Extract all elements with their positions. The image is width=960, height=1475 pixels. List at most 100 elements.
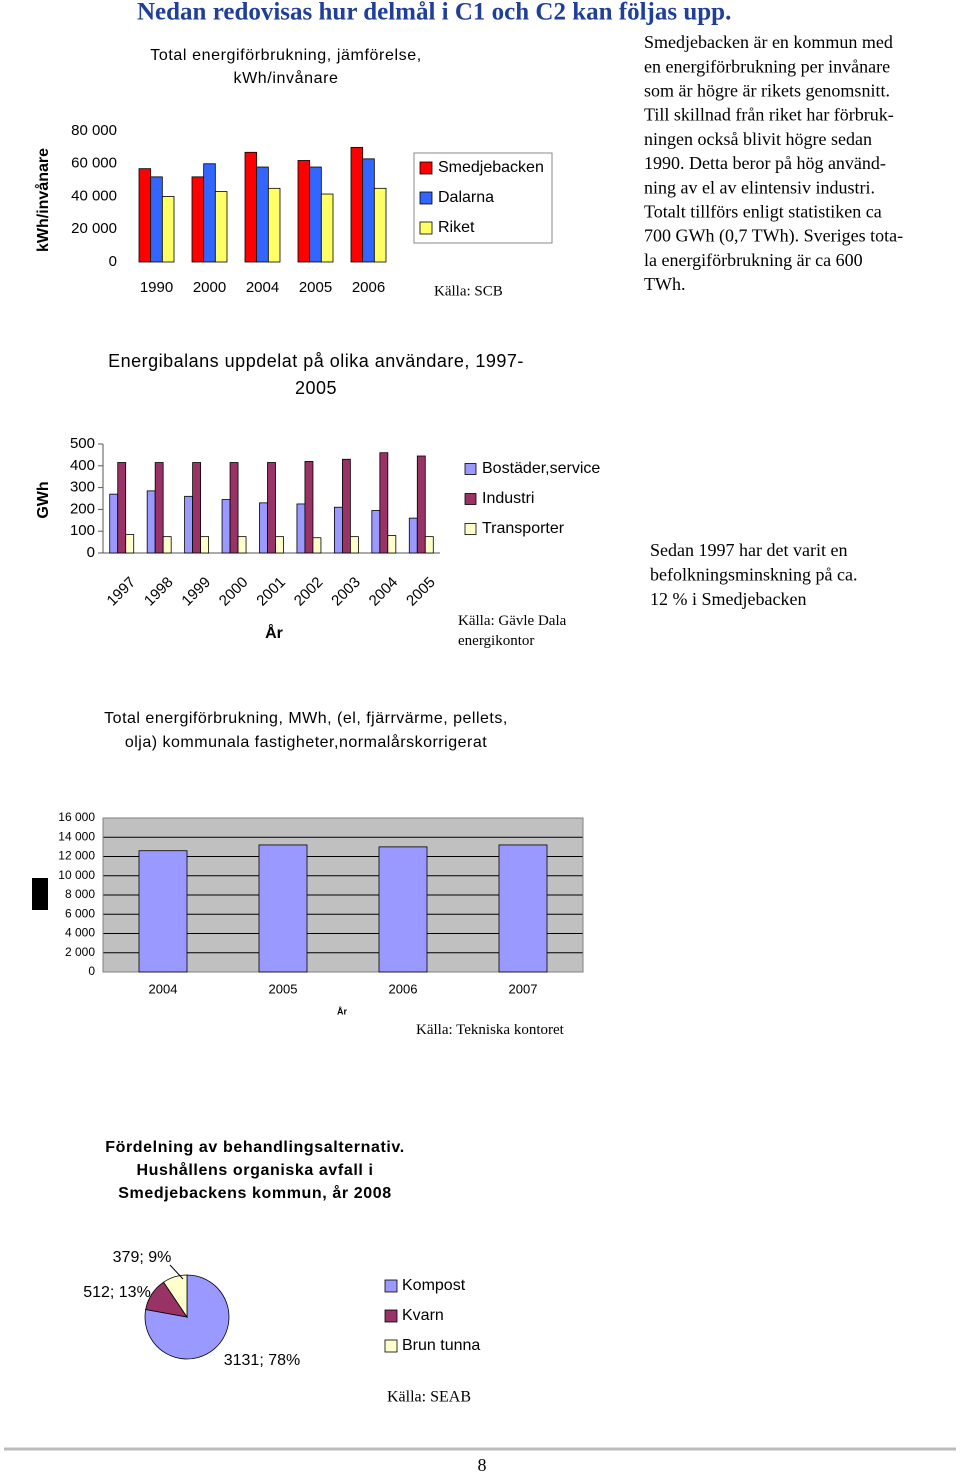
legend-label: Riket <box>438 219 475 236</box>
heading: Nedan redovisas hur delmål i C1 och C2 k… <box>137 0 731 26</box>
bar <box>424 536 434 554</box>
bar <box>138 850 188 973</box>
bar <box>275 536 284 554</box>
source: Källa: SCB <box>434 283 503 299</box>
bar <box>498 844 548 973</box>
x-axis-label: År <box>337 1006 347 1016</box>
bar <box>341 458 351 554</box>
chart-title: Total energiförbrukning, MWh, (el, fjärr… <box>104 710 508 751</box>
bar <box>192 462 202 554</box>
y-axis-label: GWh <box>35 481 52 518</box>
plot-frame <box>102 817 584 973</box>
bar <box>362 158 375 263</box>
bar <box>259 502 268 554</box>
paragraph-line: ningen också blivit högre sedan <box>644 129 872 149</box>
bar <box>267 187 281 263</box>
x-tick-label: 2003 <box>328 574 364 610</box>
paragraph-line: Till skillnad från riket har förbruk- <box>644 105 894 125</box>
paragraph-line: TWh. <box>644 274 685 294</box>
paragraph-line: som är högre är rikets genomsnitt. <box>644 81 890 101</box>
data-label: 512; 13% <box>83 1284 151 1301</box>
y-tick-label: 14 000 <box>58 829 95 843</box>
bar <box>297 160 311 263</box>
x-tick-label: 1999 <box>178 574 214 610</box>
source: Källa: Gävle Dala energikontor <box>458 613 567 649</box>
bar <box>237 536 247 554</box>
y-tick-label: 100 <box>70 522 95 539</box>
y-tick-label: 6 000 <box>65 906 95 920</box>
page-number: 8 <box>478 1455 487 1475</box>
x-tick-label: 2004 <box>366 574 402 610</box>
bar <box>408 517 418 554</box>
legend-swatch <box>419 161 433 175</box>
bar <box>387 535 397 554</box>
bar <box>378 846 428 973</box>
y-tick-label: 200 <box>70 500 95 517</box>
bar <box>203 163 216 263</box>
paragraph-line: la energiförbrukning är ca 600 <box>644 250 863 270</box>
y-tick-label: 2 000 <box>65 945 95 959</box>
bar <box>309 166 322 263</box>
x-tick-label: 2006 <box>389 981 418 996</box>
x-tick-label: 2000 <box>193 279 226 296</box>
paragraph-line: 1990. Detta beror på hög använd- <box>644 153 886 173</box>
legend-swatch <box>384 1309 398 1323</box>
legend-label: Transporter <box>482 520 565 537</box>
x-tick-label: 2005 <box>299 279 332 296</box>
bar <box>312 537 322 554</box>
y-tick-label: 16 000 <box>58 810 95 824</box>
chart-title: Total energiförbrukning, jämförelse, kWh… <box>150 47 422 87</box>
chart-title: Fördelning av behandlingsalternativ. Hus… <box>105 1139 405 1202</box>
y-tick-label: 20 000 <box>71 220 117 237</box>
legend-swatch <box>464 463 477 475</box>
bar <box>154 462 164 554</box>
bar <box>379 452 389 554</box>
legend-swatch <box>419 191 433 205</box>
x-tick-label: 2002 <box>291 574 327 610</box>
y-tick-label: 12 000 <box>58 849 95 863</box>
bar <box>184 495 194 554</box>
legend-label: Bostäder,service <box>482 460 600 477</box>
paragraph-line: befolkningsminskning på ca. <box>650 565 857 585</box>
bar <box>296 503 306 554</box>
paragraph-line: en energiförbrukning per invånare <box>644 56 890 76</box>
bar <box>138 168 152 263</box>
paragraph-line: ning av el av elintensiv industri. <box>644 177 875 197</box>
legend-label: Kompost <box>402 1277 466 1294</box>
y-tick-label: 80 000 <box>71 122 117 139</box>
x-tick-label: 2004 <box>246 279 279 296</box>
bar <box>161 196 175 263</box>
legend-label: Brun tunna <box>402 1337 480 1354</box>
y-tick-label: 0 <box>109 253 117 270</box>
bar <box>244 151 258 263</box>
x-tick-label: 1997 <box>104 574 140 610</box>
bar <box>320 193 334 263</box>
bar <box>229 462 239 554</box>
paragraph-line: 700 GWh (0,7 TWh). Sveriges tota- <box>644 226 903 247</box>
y-tick-label: 300 <box>70 479 95 496</box>
bar <box>416 455 426 554</box>
y-tick-label: 4 000 <box>65 926 95 940</box>
bar <box>150 176 163 263</box>
y-tick-label: 40 000 <box>71 187 117 204</box>
x-tick-label: 1990 <box>140 279 173 296</box>
bar <box>304 461 314 554</box>
bar <box>117 462 127 554</box>
bar <box>221 499 231 554</box>
y-tick-label: 500 <box>70 435 95 452</box>
leader-line <box>169 1264 184 1280</box>
source: Källa: SEAB <box>387 1389 471 1406</box>
x-tick-label: 2004 <box>149 981 178 996</box>
bar <box>125 534 135 554</box>
legend-marker <box>32 878 48 910</box>
paragraph-line: 12 % i Smedjebacken <box>650 589 806 609</box>
data-label: 3131; 78% <box>224 1352 301 1369</box>
legend-label: Dalarna <box>438 189 494 206</box>
y-tick-label: 0 <box>88 964 95 978</box>
bar <box>333 506 343 554</box>
bar <box>162 536 172 554</box>
bar <box>200 536 210 554</box>
chart-title: Energibalans uppdelat på olika användare… <box>108 351 524 398</box>
